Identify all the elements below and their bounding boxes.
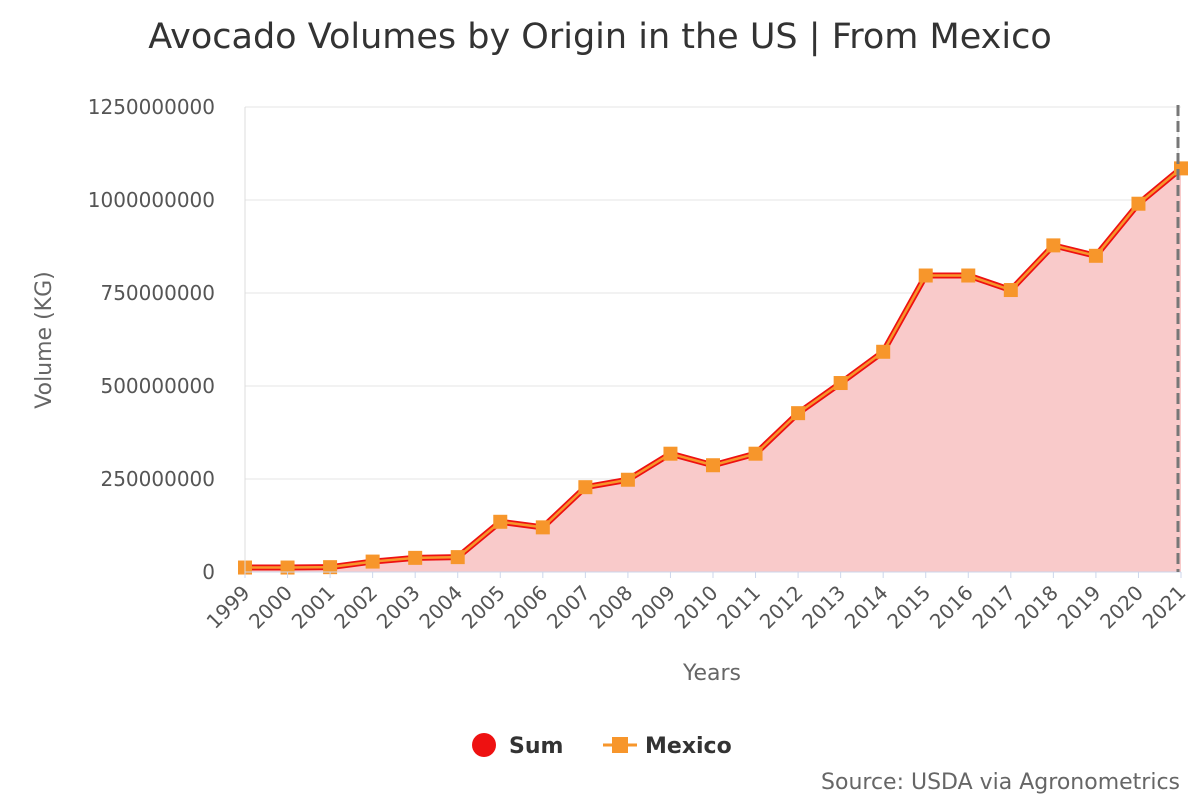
- legend: Sum Mexico: [472, 733, 732, 759]
- mexico-data-point: [535, 520, 550, 535]
- mexico-data-point: [918, 268, 933, 283]
- x-tick-label: 2005: [457, 581, 510, 634]
- x-tick-label: 2014: [840, 581, 893, 634]
- x-tick-label: 2011: [712, 581, 765, 634]
- y-tick-label: 1250000000: [88, 95, 215, 119]
- mexico-data-point: [493, 514, 508, 529]
- legend-sum-label: Sum: [509, 734, 563, 759]
- mexico-data-point: [1131, 196, 1146, 211]
- mexico-data-point: [833, 376, 848, 391]
- mexico-data-point: [748, 446, 763, 461]
- y-tick-label: 1000000000: [88, 188, 215, 212]
- x-tick-label: 2003: [372, 581, 425, 634]
- mexico-data-point: [365, 554, 380, 569]
- mexico-data-point: [791, 406, 806, 421]
- x-tick-label: 2006: [499, 581, 552, 634]
- legend-mexico-label: Mexico: [645, 734, 732, 759]
- mexico-data-point: [1088, 248, 1103, 263]
- x-axis-title: Years: [682, 661, 741, 686]
- mexico-data-point: [450, 550, 465, 565]
- source-credits: Source: USDA via Agronometrics: [821, 770, 1180, 795]
- mexico-data-point: [961, 268, 976, 283]
- x-tick-label: 2015: [882, 581, 935, 634]
- x-tick-label: 2012: [755, 581, 808, 634]
- y-axis-labels: 0 250000000 500000000 750000000 1000000000 12…: [88, 95, 215, 584]
- mexico-data-point: [280, 560, 295, 575]
- x-tick-label: 2017: [967, 581, 1020, 634]
- x-tick-label: 2009: [627, 581, 680, 634]
- x-tick-label: 2021: [1138, 581, 1191, 634]
- sum-area: [245, 168, 1181, 572]
- x-tick-label: 2020: [1095, 581, 1148, 634]
- x-tick-label: 1999: [202, 581, 255, 634]
- x-tick-label: 2016: [925, 581, 978, 634]
- chart-title: Avocado Volumes by Origin in the US | Fr…: [148, 17, 1052, 57]
- x-tick-label: 2019: [1052, 581, 1105, 634]
- mexico-data-point: [578, 480, 593, 495]
- x-tick-label: 2000: [244, 581, 297, 634]
- x-tick-label: 2008: [584, 581, 637, 634]
- legend-mexico-marker: [612, 737, 628, 753]
- x-tick-label: 2004: [414, 581, 467, 634]
- y-tick-label: 750000000: [100, 281, 215, 305]
- x-tick-label: 2007: [542, 581, 595, 634]
- y-tick-label: 250000000: [100, 467, 215, 491]
- area-layer: [245, 168, 1181, 572]
- x-axis-labels: 1999200020012002200320042005200620072008…: [202, 581, 1191, 634]
- mexico-data-point: [620, 472, 635, 487]
- mexico-data-point: [663, 446, 678, 461]
- legend-item-mexico[interactable]: Mexico: [603, 734, 732, 759]
- y-tick-label: 0: [202, 560, 215, 584]
- legend-sum-marker: [472, 733, 496, 757]
- mexico-data-point: [1003, 283, 1018, 298]
- x-tick-label: 2002: [329, 581, 382, 634]
- x-tick-label: 2001: [287, 581, 340, 634]
- mexico-data-point: [1174, 161, 1188, 176]
- y-axis-title: Volume (KG): [32, 271, 57, 408]
- plot-border: [244, 105, 1182, 578]
- legend-item-sum[interactable]: Sum: [472, 733, 563, 759]
- x-tick-label: 2013: [797, 581, 850, 634]
- x-tick-label: 2018: [1010, 581, 1063, 634]
- mexico-data-point: [1046, 238, 1061, 253]
- mexico-data-point: [876, 344, 891, 359]
- mexico-data-point: [706, 458, 720, 473]
- x-tick-label: 2010: [670, 581, 723, 634]
- mexico-data-point: [323, 560, 338, 575]
- y-tick-label: 500000000: [100, 374, 215, 398]
- mexico-data-point: [408, 550, 423, 565]
